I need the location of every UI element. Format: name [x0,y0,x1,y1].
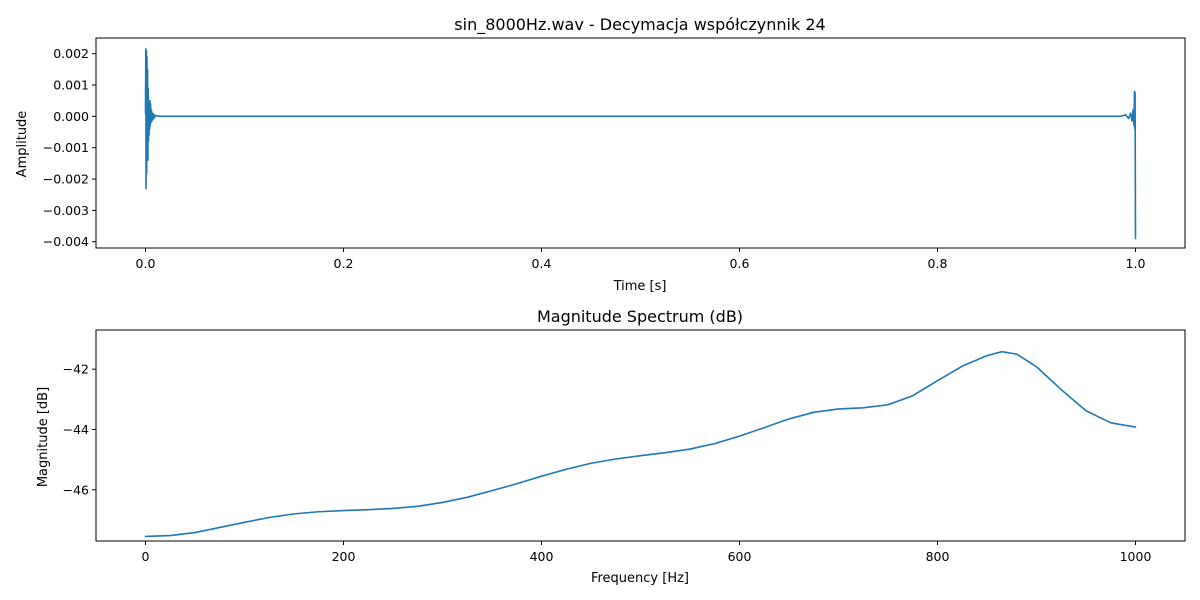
time-plot-x-tick-label: 1.0 [1126,256,1146,271]
time-plot-axes-frame [95,37,1186,249]
spectrum-plot-axes-frame [95,329,1186,542]
spectrum-plot-y-tick-label: −42 [63,362,89,377]
time-plot-y-tick-label: 0.000 [53,109,89,124]
spectrum-plot-x-tick-label: 600 [728,549,752,564]
time-plot-y-tick-label: −0.002 [43,172,89,187]
spectrum-plot-y-tick-label: −46 [63,482,89,497]
spectrum-plot-y-axis-label: Magnitude [dB] [36,387,51,487]
spectrum-plot-x-axis-label: Frequency [Hz] [591,571,689,586]
magnitude-spectrum-plot: Magnitude Spectrum (dB) Frequency [Hz] M… [36,307,1186,586]
spectrum-plot-y-tick-label: −44 [63,422,89,437]
time-plot-x-tick-label: 0.4 [532,256,552,271]
spectrum-plot-title: Magnitude Spectrum (dB) [537,307,743,326]
spectrum-plot-x-tick-label: 0 [142,549,150,564]
time-plot-x-tick-label: 0.6 [730,256,750,271]
time-plot-y-tick-label: −0.003 [43,203,89,218]
time-plot-y-tick-label: −0.004 [43,234,89,249]
time-plot-x-tick-label: 0.8 [928,256,948,271]
time-plot-x-axis-label: Time [s] [613,279,667,294]
time-plot-series-line-0 [144,48,1137,240]
time-plot-x-tick-label: 0.0 [136,256,156,271]
spectrum-plot-series-line-0 [144,350,1137,538]
spectrum-plot-x-tick-label: 200 [332,549,356,564]
time-plot-title: sin_8000Hz.wav - Decymacja współczynnik … [454,15,825,35]
time-plot-y-tick-label: 0.001 [53,78,89,93]
time-plot-y-tick-label: 0.002 [53,46,89,61]
spectrum-plot-x-tick-label: 800 [926,549,950,564]
time-domain-plot: sin_8000Hz.wav - Decymacja współczynnik … [15,15,1186,294]
spectrum-plot-x-tick-label: 1000 [1120,549,1152,564]
time-plot-x-tick-label: 0.2 [334,256,354,271]
time-plot-y-tick-label: −0.001 [43,140,89,155]
spectrum-plot-x-tick-label: 400 [530,549,554,564]
time-plot-y-axis-label: Amplitude [15,111,30,178]
